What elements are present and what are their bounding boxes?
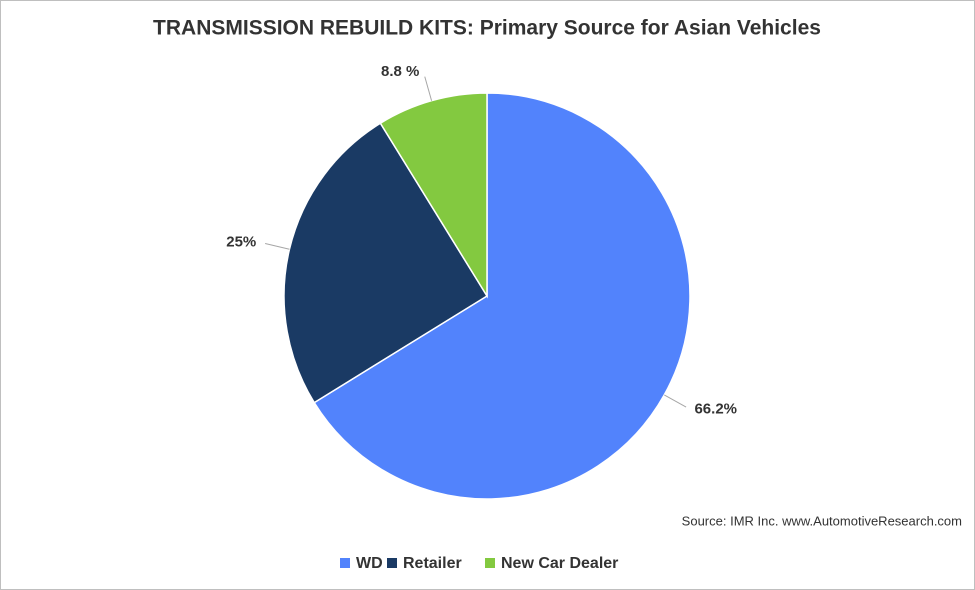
chart-title: TRANSMISSION REBUILD KITS: Primary Sourc…: [153, 17, 821, 40]
source-note: Source: IMR Inc. www.AutomotiveResearch.…: [682, 513, 962, 528]
legend-label: Retailer: [403, 555, 462, 572]
data-label: 25%: [226, 233, 256, 250]
legend-swatch: [340, 558, 350, 568]
data-label: 66.2%: [694, 400, 737, 417]
pie-slice: [283, 122, 489, 404]
legend-swatch: [485, 558, 495, 568]
data-label: 8.8 %: [381, 63, 419, 80]
legend-label: New Car Dealer: [501, 555, 618, 572]
legend-swatch: [387, 558, 397, 568]
leader-line: [424, 76, 433, 101]
pie-slice: [379, 92, 488, 299]
leader-line: [664, 394, 687, 408]
leader-line: [265, 242, 290, 250]
legend-label: WD: [356, 555, 383, 572]
